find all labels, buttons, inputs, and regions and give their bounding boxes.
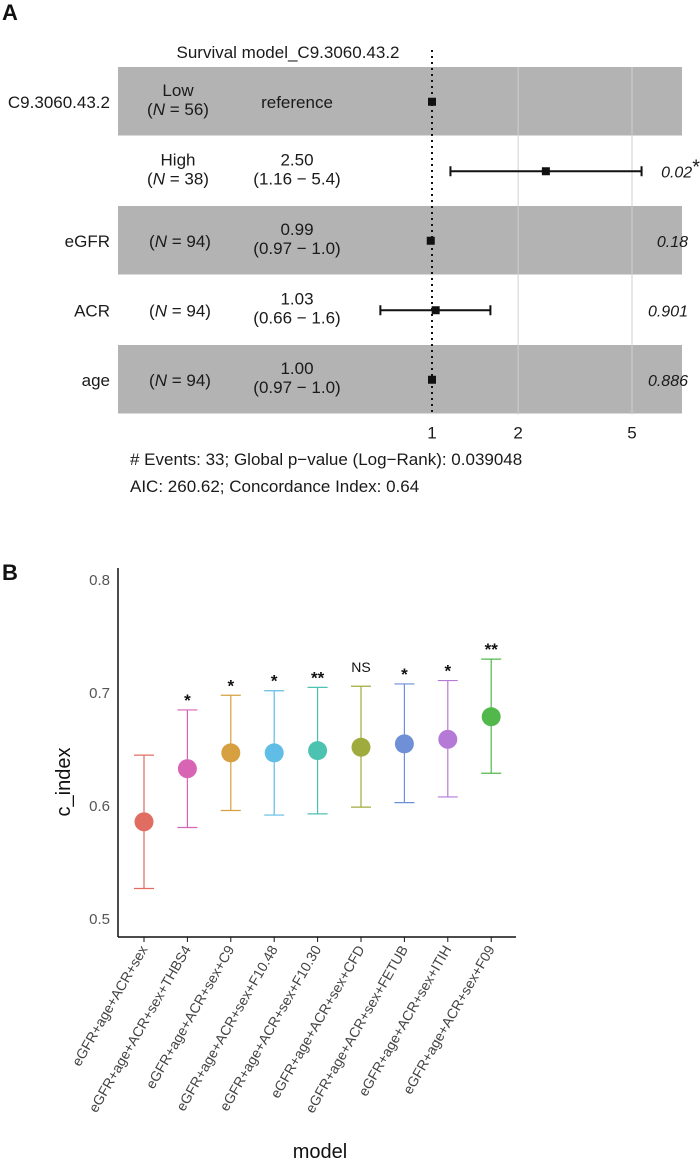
x-tick-label: eGFR+age+ACR+sex <box>68 943 150 1069</box>
significance-label: * <box>444 662 451 681</box>
row-n-label: (N = 56) <box>147 100 209 119</box>
row-hr-label: 0.99 <box>280 220 313 239</box>
row-p-value: 0.02* <box>661 156 700 181</box>
row-n-label: (N = 38) <box>147 169 209 188</box>
row-variable-label: ACR <box>74 301 110 320</box>
row-hr-label: 1.03 <box>280 289 313 308</box>
row-hr-label: reference <box>261 93 333 112</box>
hr-point <box>428 97 436 106</box>
row-variable-label: C9.3060.43.2 <box>8 93 110 112</box>
row-level-label: Low <box>162 81 194 100</box>
row-hr-label: 2.50 <box>280 150 313 169</box>
significance-label: ** <box>311 668 325 687</box>
row-level-label: High <box>161 150 196 169</box>
c-index-chart: B 0.50.60.70.8 ** * **NS * *** eGFR+age+ACR+… <box>2 560 516 1163</box>
c-index-point <box>221 743 241 763</box>
row-p-value: 0.901 <box>648 303 688 320</box>
y-tick-label: 0.7 <box>89 685 110 702</box>
significance-label: * <box>401 665 408 684</box>
x-tick-label: 2 <box>513 424 522 443</box>
hr-point <box>431 306 440 315</box>
y-tick-label: 0.6 <box>89 798 110 815</box>
row-hr-label: 1.00 <box>280 359 313 378</box>
forest-plot: A Survival model_C9.3060.43.2 C9.3060.43… <box>2 0 700 496</box>
c-index-point <box>351 737 371 757</box>
row-variable-label: eGFR <box>65 232 110 251</box>
row-p-value: 0.886 <box>648 373 688 390</box>
row-ci-label: (1.16 − 5.4) <box>253 169 340 188</box>
c-index-point <box>177 759 197 779</box>
c-index-point <box>134 812 154 832</box>
y-axis-title: c_index <box>53 748 75 817</box>
row-n-label: (N = 94) <box>149 371 211 390</box>
hr-point <box>428 375 436 384</box>
significance-label: NS <box>351 659 370 675</box>
x-tick-label: 5 <box>627 424 636 443</box>
c-index-point <box>438 729 458 749</box>
hr-point <box>541 167 550 176</box>
x-tick-label: 1 <box>427 424 436 443</box>
panel-a-letter: A <box>2 0 18 25</box>
row-ci-label: (0.97 − 1.0) <box>253 378 340 397</box>
row-n-label: (N = 94) <box>149 301 211 320</box>
row-band <box>118 206 682 275</box>
significance-label: * <box>227 676 234 695</box>
c-index-point <box>308 741 328 761</box>
significance-label: * <box>184 691 191 710</box>
c-index-point <box>394 734 414 754</box>
y-tick-label: 0.5 <box>89 911 110 928</box>
row-p-value: 0.18 <box>657 234 688 251</box>
row-band <box>118 345 682 414</box>
forest-footer-events: # Events: 33; Global p−value (Log−Rank):… <box>130 450 522 469</box>
row-band <box>118 67 682 136</box>
c-index-point <box>264 743 284 763</box>
row-variable-label: age <box>82 371 110 390</box>
significance-label: * <box>271 672 278 691</box>
forest-footer-aic: AIC: 260.62; Concordance Index: 0.64 <box>130 477 419 496</box>
forest-plot-title: Survival model_C9.3060.43.2 <box>176 43 399 62</box>
significance-label: ** <box>485 640 499 659</box>
hr-point <box>426 236 435 245</box>
x-axis-title: model <box>293 1141 347 1163</box>
panel-b-letter: B <box>2 560 18 585</box>
row-n-label: (N = 94) <box>149 232 211 251</box>
row-ci-label: (0.66 − 1.6) <box>253 308 340 327</box>
c-index-point <box>481 707 501 727</box>
y-tick-label: 0.8 <box>89 572 110 589</box>
row-ci-label: (0.97 − 1.0) <box>253 239 340 258</box>
